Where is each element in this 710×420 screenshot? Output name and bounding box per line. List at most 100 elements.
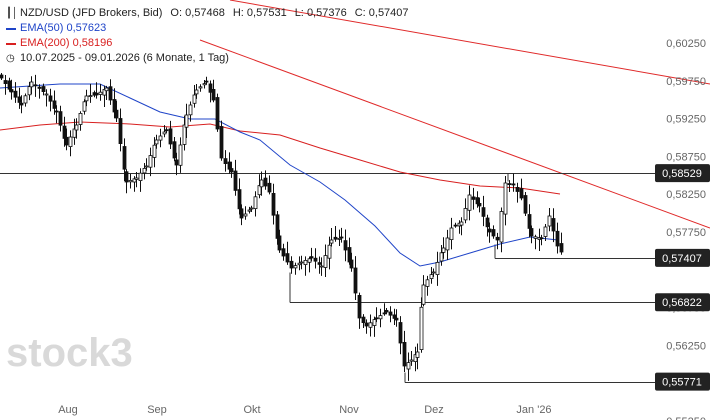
trendlines bbox=[199, 0, 710, 229]
ema50-swatch bbox=[6, 27, 16, 30]
candle-body bbox=[58, 111, 63, 126]
candle-body bbox=[415, 351, 420, 358]
candle-body bbox=[33, 84, 38, 87]
candle-body bbox=[168, 128, 173, 145]
candle-body bbox=[144, 165, 149, 168]
candle-body bbox=[17, 96, 22, 103]
candle-body bbox=[211, 89, 216, 101]
candle-body bbox=[247, 209, 252, 212]
candle-body bbox=[194, 89, 199, 95]
ema200-line bbox=[0, 121, 561, 195]
ohlc-close-label: C: bbox=[354, 7, 366, 19]
price-badge-label: 0,57407 bbox=[662, 253, 702, 265]
candle-body bbox=[293, 265, 298, 269]
candle-body bbox=[323, 255, 328, 268]
candle-body bbox=[519, 188, 524, 199]
ohlc-close-value: 0,57407 bbox=[368, 7, 409, 19]
candle-body bbox=[503, 182, 508, 215]
candles bbox=[0, 73, 564, 381]
candle-body bbox=[319, 265, 324, 268]
x-tick-label: Dez bbox=[424, 404, 444, 416]
candle-body bbox=[285, 253, 290, 263]
candle-body bbox=[337, 237, 342, 240]
candle-body bbox=[378, 315, 383, 320]
candle-body bbox=[215, 97, 220, 130]
candle-body bbox=[435, 261, 440, 275]
candle-body bbox=[19, 102, 24, 106]
candle-body bbox=[37, 86, 42, 89]
price-badge bbox=[655, 372, 710, 391]
candle-body bbox=[402, 341, 407, 367]
candle-body bbox=[289, 260, 294, 269]
candle-body bbox=[253, 196, 258, 210]
candle-body bbox=[491, 229, 496, 237]
candle-body bbox=[118, 118, 123, 145]
candle-body bbox=[62, 125, 67, 139]
candle-body bbox=[148, 155, 153, 168]
candle-body bbox=[419, 306, 424, 350]
y-tick-label: 0,59750 bbox=[666, 76, 706, 88]
candle-body bbox=[394, 317, 399, 321]
candle-body bbox=[108, 86, 113, 101]
candle-body bbox=[243, 213, 248, 217]
candle-body bbox=[233, 170, 238, 191]
candle-body bbox=[172, 141, 177, 159]
candle-body bbox=[198, 86, 203, 89]
candle-body bbox=[368, 322, 373, 328]
candle-body bbox=[54, 110, 59, 113]
candle-body bbox=[23, 95, 28, 104]
candle-body bbox=[138, 172, 143, 181]
candle-body bbox=[327, 244, 332, 259]
candle-body bbox=[48, 95, 53, 102]
candle-body bbox=[162, 131, 167, 135]
candle-body bbox=[329, 239, 334, 244]
candle-body bbox=[441, 247, 446, 253]
ohlc-high-value: 0,57531 bbox=[246, 7, 287, 19]
trendline-lower bbox=[199, 39, 710, 229]
chart-legend: ┃│ NZD/USD (JFD Brokers, Bid) O: 0,57468… bbox=[6, 6, 409, 66]
candle-body bbox=[178, 144, 183, 166]
candle-body bbox=[158, 135, 163, 141]
candle-body bbox=[523, 195, 528, 214]
candle-body bbox=[297, 262, 302, 266]
instrument-title: NZD/USD (JFD Brokers, Bid) bbox=[20, 7, 163, 19]
candle-body bbox=[551, 218, 556, 232]
candle-body bbox=[303, 259, 308, 265]
candle-body bbox=[104, 87, 109, 92]
candle-body bbox=[82, 101, 87, 112]
price-badge-label: 0,55771 bbox=[662, 377, 702, 389]
x-tick-label: Okt bbox=[243, 404, 260, 416]
period-interval: (6 Monate, 1 Tag) bbox=[142, 52, 229, 64]
ohlc-open-value: 0,57468 bbox=[185, 7, 225, 19]
candle-body bbox=[219, 126, 224, 159]
candle-body bbox=[134, 177, 139, 180]
candle-body bbox=[277, 235, 282, 251]
legend-title-row: ┃│ NZD/USD (JFD Brokers, Bid) O: 0,57468… bbox=[6, 6, 409, 21]
candle-body bbox=[74, 124, 79, 131]
ohlc-low-label: L: bbox=[294, 7, 304, 19]
candle-body bbox=[463, 208, 468, 221]
candle-body bbox=[343, 240, 348, 251]
ohlc-open-label: O: bbox=[170, 7, 183, 19]
price-badge bbox=[655, 293, 710, 312]
candle-body bbox=[529, 228, 534, 237]
candle-body bbox=[84, 95, 89, 102]
candle-body bbox=[142, 167, 147, 174]
candle-body bbox=[495, 236, 500, 241]
candle-body bbox=[3, 80, 8, 84]
watermark: stock3 bbox=[6, 331, 133, 375]
candle-body bbox=[0, 74, 4, 79]
candle-body bbox=[539, 237, 544, 240]
candle-body bbox=[237, 189, 242, 210]
candle-body bbox=[409, 359, 414, 362]
candle-body bbox=[333, 236, 338, 240]
candle-body bbox=[547, 215, 552, 227]
candle-body bbox=[184, 114, 189, 128]
candle-body bbox=[7, 80, 12, 90]
candle-body bbox=[229, 168, 234, 173]
candle-body bbox=[467, 194, 472, 211]
y-tick-label: 0,60250 bbox=[666, 38, 706, 50]
candle-body bbox=[507, 183, 512, 186]
candle-body bbox=[559, 243, 564, 253]
